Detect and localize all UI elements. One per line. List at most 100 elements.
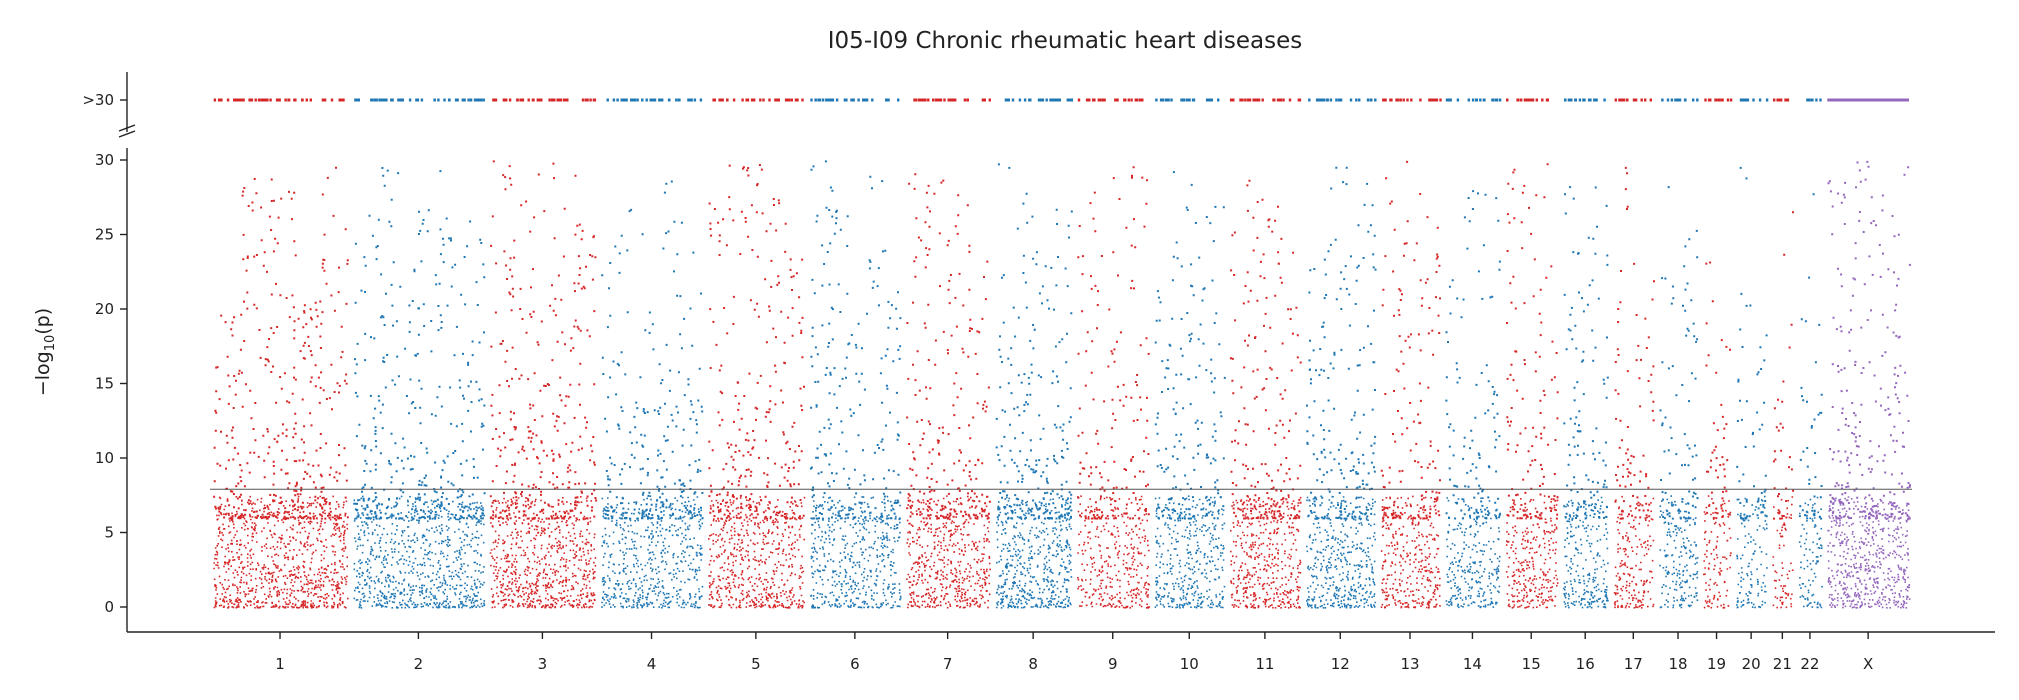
chromosome-12-capped-points [1308, 98, 1377, 102]
chromosome-8-points [995, 163, 1073, 609]
x-tick-label-chr-18: 18 [1668, 655, 1687, 673]
chromosome-4-base-points [601, 495, 704, 609]
y-axis-label-main: −log [32, 351, 54, 396]
chromosome-11-signal-points [1229, 179, 1302, 520]
x-tick-label-chr-6: 6 [850, 655, 860, 673]
chromosome-9-capped-points [1077, 98, 1144, 102]
chromosome-17-signal-points [1614, 166, 1655, 520]
x-tick-labels: 1 2 3 4 5 6 7 8 9 10 11 12 13 14 15 16 17 18 19 20 21 22 X [275, 655, 1873, 673]
chromosome-17-points [1613, 166, 1655, 609]
y-tick-label: 5 [104, 524, 114, 542]
chromosome-15-points [1505, 163, 1559, 609]
chromosome-3-base-points [489, 495, 597, 609]
chromosome-10-capped-points [1155, 98, 1220, 102]
y-tick-label: 0 [104, 598, 114, 616]
chromosome-12-base-points [1306, 495, 1377, 609]
chromosome-6-capped-points [810, 98, 900, 102]
chromosome-13-signal-points [1380, 160, 1441, 520]
x-tick-label-chr-13: 13 [1400, 655, 1419, 673]
x-tick-label-chr-16: 16 [1576, 655, 1595, 673]
y-tick-labels: 0 5 10 15 20 25 30 >30 [82, 91, 114, 616]
chromosome-3-signal-points [489, 160, 598, 520]
chromosome-7-base-points [906, 495, 991, 609]
chromosome-15-signal-points [1506, 163, 1559, 520]
x-tick-label-chr-15: 15 [1522, 655, 1541, 673]
chromosome-4-signal-points [601, 180, 704, 520]
chromosome-6-points [809, 160, 902, 609]
chromosome-5-points [708, 164, 806, 609]
chromosome-16-base-points [1562, 496, 1609, 609]
axis-break-mark [118, 130, 136, 138]
chromosome-20-points [1736, 166, 1768, 609]
chromosome-18-base-points [1659, 495, 1699, 609]
chromosome-6-signal-points [809, 160, 902, 520]
chromosome-19-base-points [1703, 495, 1732, 609]
x-tick-label-chr-3: 3 [538, 655, 548, 673]
chromosome-22-signal-points [1798, 193, 1823, 520]
chromosome-1-signal-points [213, 166, 349, 520]
chromosome-X-capped-points [1827, 98, 1909, 102]
y-tick-label: 10 [95, 449, 114, 467]
chart-title: I05-I09 Chronic rheumatic heart diseases [828, 28, 1302, 54]
chromosome-22-base-points [1798, 496, 1823, 609]
chromosome-18-points [1659, 186, 1699, 609]
y-break-tick-label: >30 [82, 91, 114, 109]
x-tick-label-chr-14: 14 [1463, 655, 1482, 673]
chromosome-1-base-points [213, 495, 349, 609]
chromosome-8-base-points [995, 496, 1073, 609]
chromosome-16-signal-points [1563, 186, 1609, 520]
chromosome-10-signal-points [1154, 171, 1226, 520]
chromosome-14-points [1445, 190, 1502, 609]
x-tick-label-chr-4: 4 [647, 655, 657, 673]
y-axis-label: −log10(p) [32, 308, 58, 396]
chromosome-13-capped-points [1382, 98, 1442, 102]
x-tick-label-chr-20: 20 [1742, 655, 1761, 673]
chromosome-22-capped-points [1806, 98, 1822, 102]
chromosome-20-capped-points [1739, 98, 1769, 102]
chromosome-6-base-points [810, 495, 902, 609]
chromosome-19-signal-points [1705, 261, 1731, 520]
chromosome-9-signal-points [1077, 166, 1150, 520]
chromosome-2-signal-points [354, 167, 486, 520]
chromosome-7-capped-points [913, 98, 991, 102]
x-tick-label-chr-22: 22 [1800, 655, 1819, 673]
x-tick-label-chr-10: 10 [1180, 655, 1199, 673]
chromosome-9-points [1077, 166, 1151, 609]
chromosome-X-points [1827, 160, 1911, 609]
chromosome-21-base-points [1772, 496, 1794, 609]
x-tick-label-chr-5: 5 [751, 655, 761, 673]
chromosome-11-capped-points [1229, 98, 1302, 102]
chromosome-2-capped-points [354, 98, 485, 102]
chromosome-15-capped-points [1506, 98, 1549, 102]
y-tick-label: 30 [95, 151, 114, 169]
chromosome-2-base-points [353, 495, 486, 609]
chromosome-11-points [1229, 179, 1302, 609]
x-tick-label-chr-17: 17 [1624, 655, 1643, 673]
chromosome-3-points [489, 160, 598, 609]
x-tick-label-chr-19: 19 [1707, 655, 1726, 673]
chromosome-5-signal-points [708, 164, 805, 520]
chromosome-18-signal-points [1659, 186, 1699, 520]
chromosome-21-capped-points [1773, 98, 1790, 102]
y-axis-label-subscript: 10 [43, 335, 58, 352]
chromosome-13-base-points [1380, 495, 1441, 609]
x-tick-label-chr-7: 7 [943, 655, 953, 673]
chromosome-17-base-points [1613, 495, 1655, 609]
chromosome-7-signal-points [906, 173, 991, 520]
chromosome-22-points [1798, 193, 1823, 609]
data-points [213, 160, 1911, 609]
axis-break-mark [118, 124, 136, 132]
y-tick-label: 15 [95, 375, 114, 393]
chromosome-3-capped-points [492, 98, 597, 102]
chromosome-16-capped-points [1564, 98, 1606, 102]
x-tick-label-chr-8: 8 [1028, 655, 1038, 673]
chromosome-13-points [1380, 160, 1441, 609]
y-tick-label: 25 [95, 226, 114, 244]
axes [118, 72, 1995, 639]
chromosome-20-signal-points [1736, 166, 1768, 520]
chromosome-12-signal-points [1306, 166, 1377, 520]
x-tick-label-chr-X: X [1863, 655, 1873, 673]
x-tick-label-chr-2: 2 [414, 655, 424, 673]
chromosome-4-points [601, 180, 704, 609]
